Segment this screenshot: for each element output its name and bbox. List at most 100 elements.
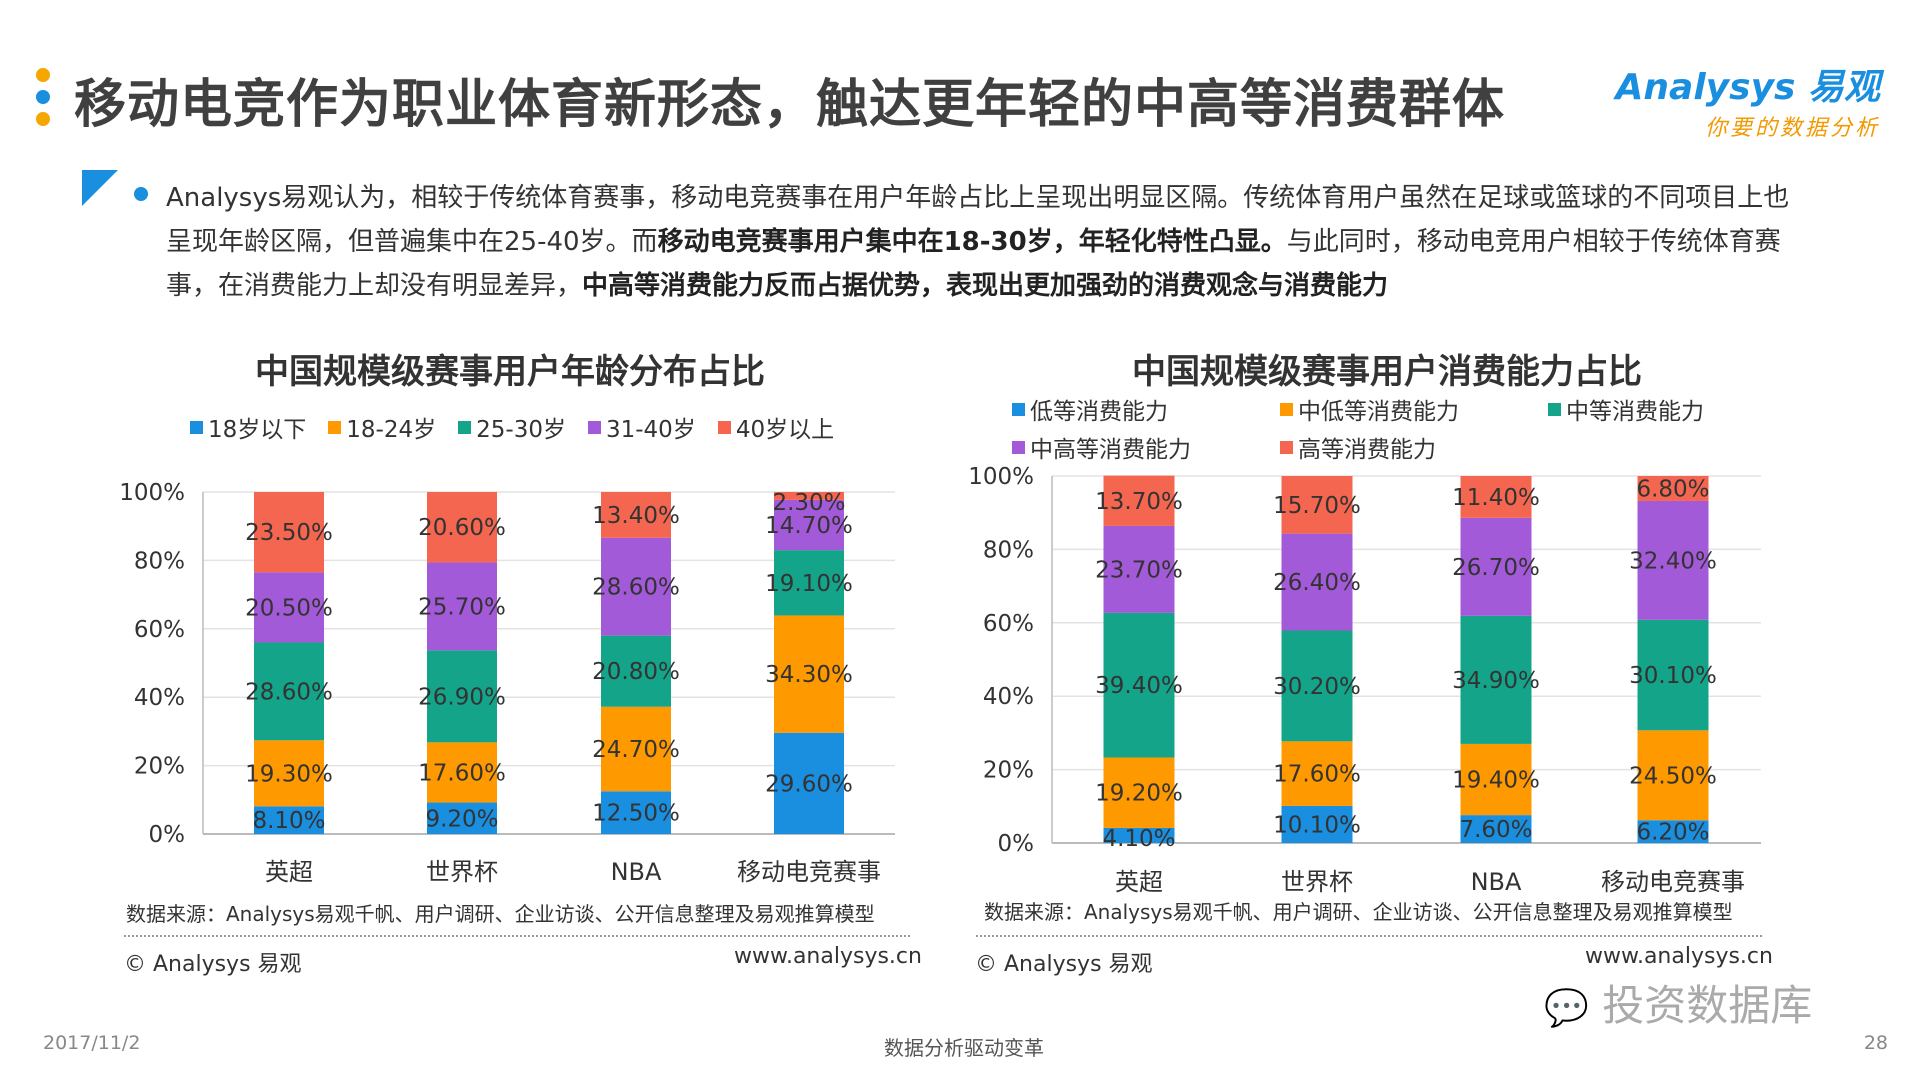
data-label: 24.50% xyxy=(1629,763,1717,789)
legend-item: 18-24岁 xyxy=(328,410,436,444)
data-label: 25.70% xyxy=(418,594,506,620)
bar-segment xyxy=(1281,630,1353,742)
triangle-marker-icon xyxy=(82,170,118,206)
bar-segment xyxy=(254,642,324,741)
data-label: 19.20% xyxy=(1095,781,1183,807)
data-label: 26.90% xyxy=(418,684,506,710)
legend-item: 低等消费能力 xyxy=(1012,392,1280,426)
data-label: 34.90% xyxy=(1452,668,1540,694)
bar-segment xyxy=(1460,517,1532,616)
bar-segment xyxy=(1103,475,1175,526)
y-tick-label: 0% xyxy=(998,831,1035,857)
y-tick-label: 40% xyxy=(134,685,185,711)
data-label: 7.60% xyxy=(1459,817,1532,843)
bar-segment xyxy=(1281,805,1353,843)
summary-bold: 中高等消费能力反而占据优势，表现出更加强劲的消费观念与消费能力 xyxy=(582,271,1389,301)
summary-bold: 移动电竞赛事用户集中在18-30岁，年轻化特性凸显。 xyxy=(657,227,1287,257)
bar-segment xyxy=(774,615,844,733)
bar-segment xyxy=(774,732,844,834)
legend-swatch xyxy=(458,420,472,434)
bar-segment xyxy=(1637,820,1709,843)
title-bullet-dot xyxy=(36,112,50,126)
data-label: 14.70% xyxy=(765,513,853,539)
x-category-label: 英超 xyxy=(1115,868,1163,896)
title-bullet-dot xyxy=(36,90,50,104)
data-label: 19.30% xyxy=(245,761,333,787)
y-tick-label: 60% xyxy=(134,617,185,643)
chart2-legend: 低等消费能力 中低等消费能力 中等消费能力中高等消费能力 高等消费能力 xyxy=(1012,392,1772,464)
legend-label: 31-40岁 xyxy=(605,417,696,443)
watermark-text: 投资数据库 xyxy=(1602,981,1813,1030)
bar-segment xyxy=(1637,619,1709,731)
logo: Analysys 易观 你要的数据分析 xyxy=(1616,58,1880,142)
data-label: 12.50% xyxy=(592,801,680,827)
data-label: 17.60% xyxy=(418,760,506,786)
data-label: 20.50% xyxy=(245,595,333,621)
summary-text: Analysys易观认为，相较于传统体育赛事，移动电竞赛事在用户年龄占比上呈现出… xyxy=(166,183,1790,257)
legend-item: 高等消费能力 xyxy=(1280,430,1548,464)
logo-sub: 你要的数据分析 xyxy=(1704,116,1880,141)
x-category-label: 移动电竞赛事 xyxy=(737,858,881,886)
y-tick-label: 100% xyxy=(119,480,185,506)
legend-item: 中等消费能力 xyxy=(1548,392,1772,426)
data-label: 29.60% xyxy=(765,771,853,797)
y-tick-label: 80% xyxy=(134,548,185,574)
bar-segment xyxy=(254,740,324,807)
bar-segment xyxy=(601,537,671,636)
bar-segment xyxy=(1460,815,1532,843)
legend-item: 中高等消费能力 xyxy=(1012,430,1280,464)
chart2-title: 中国规模级赛事用户消费能力占比 xyxy=(1132,352,1642,392)
bar-segment xyxy=(427,802,497,834)
y-tick-label: 0% xyxy=(149,822,186,848)
data-label: 28.60% xyxy=(245,679,333,705)
bar-segment xyxy=(427,562,497,651)
bar-segment xyxy=(1637,500,1709,620)
data-label: 9.20% xyxy=(425,806,498,832)
data-label: 32.40% xyxy=(1629,548,1717,574)
chart2-copyright: © Analysys 易观 xyxy=(975,952,1153,977)
bar-segment xyxy=(1637,730,1709,821)
bar-segment xyxy=(774,499,844,551)
y-tick-label: 60% xyxy=(983,611,1034,637)
chart1-legend: 18岁以下 18-24岁 25-30岁 31-40岁 40岁以上 xyxy=(190,410,834,444)
bar-segment xyxy=(1460,743,1532,816)
bar-segment xyxy=(601,706,671,792)
data-label: 19.40% xyxy=(1452,768,1540,794)
bar-segment xyxy=(254,492,324,573)
bar-segment xyxy=(601,492,671,538)
bar-segment xyxy=(1281,476,1353,534)
legend-swatch xyxy=(587,420,601,434)
y-tick-label: 20% xyxy=(983,758,1034,784)
x-category-label: 世界杯 xyxy=(426,858,498,886)
legend-swatch xyxy=(1280,440,1293,454)
data-label: 10.10% xyxy=(1273,812,1361,838)
x-category-label: 英超 xyxy=(265,858,313,886)
legend-label: 18-24岁 xyxy=(346,417,437,443)
data-label: 34.30% xyxy=(765,662,853,688)
x-category-label: NBA xyxy=(1471,868,1522,896)
legend-swatch xyxy=(1012,402,1025,416)
logo-main: Analysys 易观 xyxy=(1615,67,1880,108)
legend-label: 高等消费能力 xyxy=(1298,437,1436,463)
bar-segment xyxy=(1281,741,1353,806)
data-label: 23.70% xyxy=(1095,557,1183,583)
title-bullet-dot xyxy=(36,68,50,82)
summary-text: 与此同时，移动电竞用户相较于传统体育赛事，在消费能力上却没有明显差异， xyxy=(166,227,1781,301)
legend-label: 中低等消费能力 xyxy=(1298,399,1459,425)
bar-segment xyxy=(254,806,324,834)
data-label: 30.20% xyxy=(1273,674,1361,700)
x-category-label: 世界杯 xyxy=(1281,868,1353,896)
data-label: 28.60% xyxy=(592,575,680,601)
data-label: 13.70% xyxy=(1095,489,1183,515)
data-label: 20.80% xyxy=(592,659,680,685)
y-tick-label: 80% xyxy=(983,537,1034,563)
x-category-label: 移动电竞赛事 xyxy=(1601,868,1745,896)
chart1-copyright: © Analysys 易观 xyxy=(124,952,302,977)
y-tick-label: 40% xyxy=(983,684,1034,710)
bar-segment xyxy=(1103,757,1175,828)
data-label: 6.20% xyxy=(1636,820,1709,846)
bar-segment xyxy=(1637,476,1709,501)
data-label: 26.40% xyxy=(1273,570,1361,596)
data-label: 19.10% xyxy=(765,571,853,597)
data-label: 13.40% xyxy=(592,503,680,529)
